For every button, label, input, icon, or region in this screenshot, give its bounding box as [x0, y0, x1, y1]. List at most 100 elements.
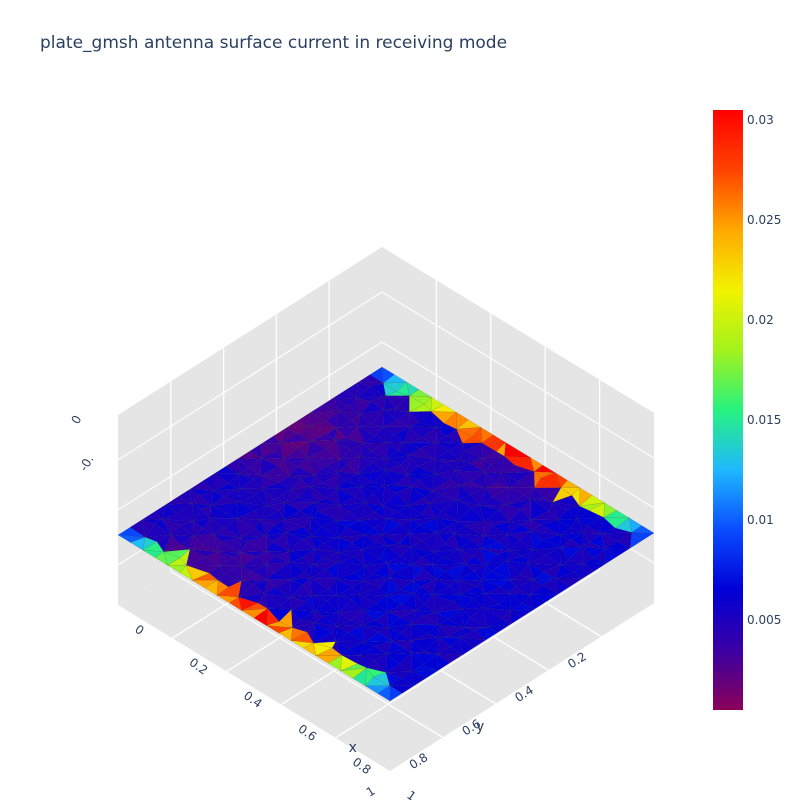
- mesh-triangle: [239, 537, 248, 554]
- mesh-triangle: [163, 544, 191, 553]
- mesh-triangle: [240, 608, 269, 619]
- mesh-triangle: [315, 622, 338, 633]
- mesh-triangle: [339, 455, 360, 465]
- mesh-triangle: [559, 526, 584, 536]
- mesh-triangle: [484, 471, 497, 488]
- colorbar-tick-label: 0.01: [747, 513, 774, 527]
- mesh-triangle: [306, 449, 342, 460]
- mesh-triangle: [354, 486, 366, 504]
- mesh-triangle: [560, 487, 581, 496]
- mesh-triangle: [264, 592, 281, 609]
- mesh-triangle: [336, 510, 362, 522]
- mesh-triangle: [530, 519, 542, 532]
- mesh-triangle: [252, 579, 268, 594]
- mesh-triangle: [484, 464, 502, 474]
- mesh-triangle: [480, 547, 510, 555]
- surface-mesh: [117, 366, 655, 702]
- mesh-triangle: [313, 642, 334, 657]
- mesh-triangle: [335, 625, 349, 643]
- mesh-triangle: [411, 671, 427, 687]
- mesh-triangle: [541, 534, 562, 548]
- mesh-triangle: [496, 472, 511, 489]
- mesh-triangle: [447, 520, 458, 535]
- x-tick-label: 0: [132, 622, 146, 638]
- mesh-triangle: [411, 479, 433, 492]
- mesh-triangle: [443, 549, 467, 565]
- mesh-triangle: [433, 458, 446, 475]
- mesh-triangle: [385, 663, 413, 673]
- mesh-triangle: [469, 607, 488, 628]
- mesh-triangle: [302, 642, 317, 657]
- mesh-triangle: [239, 528, 268, 539]
- mesh-triangle: [362, 574, 391, 582]
- mesh-triangle: [302, 548, 316, 566]
- mesh-triangle: [335, 427, 348, 440]
- mesh-triangle: [508, 508, 532, 522]
- mesh-triangle: [142, 549, 165, 558]
- grid-line-z-2: [117, 291, 655, 461]
- mesh-triangle: [265, 525, 287, 536]
- mesh-triangle: [431, 557, 466, 565]
- mesh-triangle: [372, 672, 391, 687]
- mesh-triangle: [336, 595, 352, 614]
- mesh-triangle: [156, 534, 172, 553]
- mesh-triangle: [352, 667, 368, 687]
- mesh-triangle: [364, 640, 393, 647]
- mesh-triangle: [435, 570, 458, 582]
- mesh-triangle: [264, 579, 276, 594]
- mesh-triangle: [560, 479, 581, 489]
- mesh-triangle: [471, 535, 486, 549]
- mesh-triangle: [507, 524, 532, 535]
- mesh-triangle: [315, 497, 340, 506]
- mesh-triangle: [420, 551, 435, 565]
- mesh-triangle: [586, 517, 604, 534]
- mesh-triangle: [428, 490, 443, 505]
- mesh-triangle: [325, 410, 339, 429]
- y-axis-label: y: [476, 719, 484, 735]
- mesh-triangle: [358, 654, 375, 669]
- mesh-triangle: [186, 556, 221, 567]
- mesh-triangle: [461, 597, 485, 610]
- mesh-triangle: [310, 526, 339, 538]
- mesh-triangle: [582, 557, 607, 565]
- mesh-triangle: [456, 499, 473, 522]
- mesh-triangle: [545, 546, 562, 566]
- mesh-triangle: [499, 504, 509, 522]
- mesh-triangle: [337, 520, 347, 539]
- mesh-triangle: [383, 407, 410, 413]
- mesh-triangle: [410, 623, 429, 641]
- mesh-triangle: [117, 534, 146, 543]
- mesh-triangle: [327, 654, 342, 672]
- mesh-triangle: [436, 653, 451, 671]
- mesh-triangle: [376, 534, 387, 547]
- mesh-triangle: [508, 592, 531, 604]
- mesh-triangle: [506, 555, 529, 564]
- mesh-triangle: [278, 627, 293, 642]
- mesh-triangle: [240, 571, 268, 582]
- mesh-triangle: [313, 622, 333, 644]
- mesh-triangle: [570, 532, 584, 548]
- mesh-triangle: [506, 530, 533, 540]
- mesh-triangle: [337, 526, 365, 538]
- mesh-triangle: [459, 585, 486, 595]
- mesh-triangle: [433, 458, 460, 463]
- mesh-triangle: [481, 570, 511, 581]
- mesh-triangle: [444, 533, 460, 550]
- mesh-triangle: [161, 513, 195, 522]
- mesh-triangle: [409, 395, 433, 405]
- mesh-triangle: [456, 580, 479, 595]
- mesh-triangle: [228, 596, 242, 612]
- mesh-triangle: [335, 438, 365, 444]
- x-axis-label: x: [349, 740, 357, 756]
- mesh-triangle: [418, 410, 438, 428]
- mesh-triangle: [313, 631, 336, 644]
- mesh-triangle: [575, 505, 590, 520]
- mesh-triangle: [339, 496, 367, 506]
- mesh-triangle: [370, 395, 386, 411]
- mesh-triangle: [289, 551, 304, 563]
- mesh-triangle: [339, 449, 361, 460]
- mesh-triangle: [386, 555, 415, 565]
- mesh-triangle: [424, 636, 440, 655]
- mesh-triangle: [176, 502, 195, 522]
